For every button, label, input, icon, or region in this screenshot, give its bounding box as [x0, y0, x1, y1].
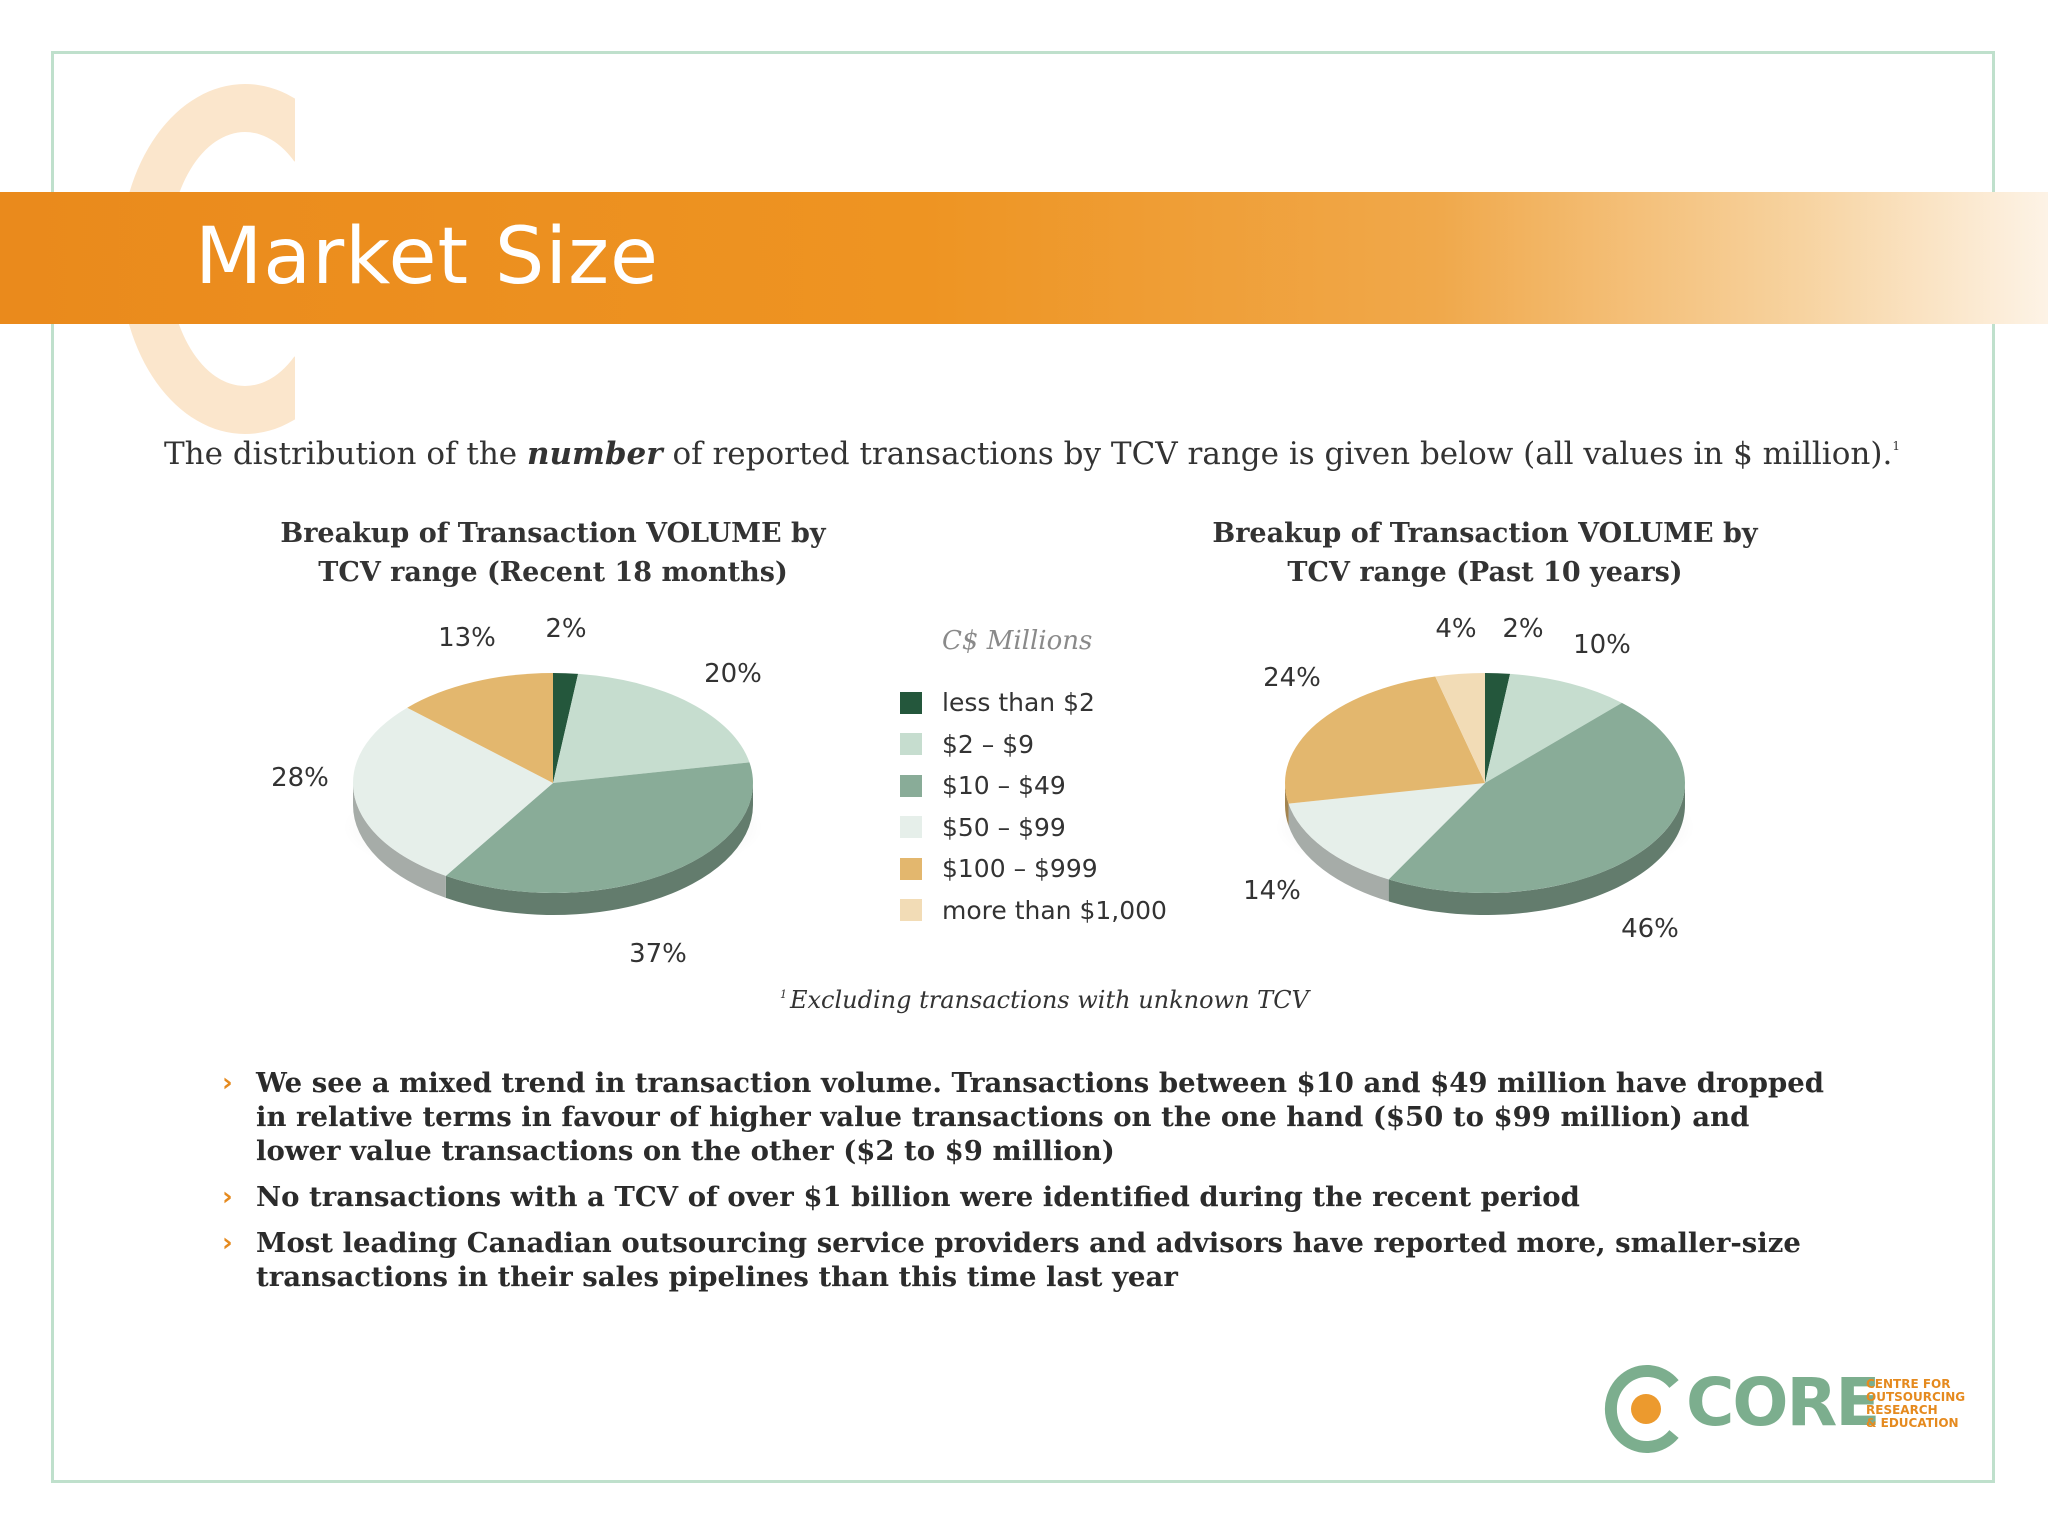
legend-swatch	[900, 691, 922, 714]
pie-slice-side	[1288, 803, 1389, 902]
pie-slice	[1388, 702, 1685, 893]
pie-data-label: 46%	[1621, 914, 1679, 944]
pie-slice	[1485, 673, 1622, 783]
pie-slice	[445, 762, 753, 894]
chart-title-past: Breakup of Transaction VOLUME by TCV ran…	[1185, 514, 1785, 592]
title-banner	[0, 192, 2048, 324]
legend: less than $2 $2 – $9 $10 – $49 $50 – $99…	[900, 682, 1167, 931]
legend-label: $10 – $49	[942, 771, 1066, 801]
bullet-text: No transactions with a TCV of over $1 bi…	[256, 1181, 1580, 1213]
legend-title: C$ Millions	[942, 626, 1093, 656]
logo-sub-line: OUTSOURCING	[1866, 1390, 1966, 1404]
legend-swatch	[900, 857, 922, 880]
logo-sub-line: & EDUCATION	[1866, 1416, 1959, 1430]
pie-data-label: 24%	[1263, 663, 1321, 693]
logo-sub-line: CENTRE FOR	[1866, 1377, 1951, 1391]
intro-before: The distribution of the	[164, 436, 527, 472]
pie-data-label: 2%	[545, 614, 586, 644]
legend-item: $2 – $9	[900, 724, 1167, 766]
legend-label: $100 – $999	[942, 854, 1098, 884]
legend-item: less than $2	[900, 682, 1167, 724]
bullet-item: › Most leading Canadian outsourcing servi…	[222, 1226, 1842, 1294]
chart-title-recent-line2: TCV range (Recent 18 months)	[318, 557, 788, 588]
slide-frame	[51, 51, 1995, 1483]
pie-data-label: 10%	[1573, 630, 1631, 660]
pie-slice-side	[1285, 783, 1289, 826]
pie-slice	[553, 673, 579, 783]
bullet-text: Most leading Canadian outsourcing servic…	[256, 1227, 1801, 1293]
pie-data-label: 4%	[1435, 614, 1476, 644]
pie-data-label: 2%	[1502, 614, 1543, 644]
intro-after: of reported transactions by TCV range is…	[662, 436, 1893, 472]
pie-data-label: 14%	[1243, 876, 1301, 906]
intro-footnote-marker: 1	[1892, 439, 1900, 453]
pie-slice-side	[353, 783, 446, 898]
intro-emphasis: number	[526, 436, 663, 472]
chevron-right-icon: ›	[222, 1068, 233, 1098]
pie-data-label: 28%	[271, 763, 329, 793]
bullet-text: We see a mixed trend in transaction volu…	[256, 1067, 1824, 1167]
intro-text: The distribution of the number of report…	[164, 436, 1900, 472]
legend-swatch	[900, 774, 922, 797]
legend-label: more than $1,000	[942, 895, 1167, 925]
page-title: Market Size	[195, 212, 660, 302]
footnote-marker: 1	[780, 988, 787, 1001]
legend-label: less than $2	[942, 688, 1095, 718]
pie-slice-side	[445, 783, 753, 916]
legend-item: $50 – $99	[900, 807, 1167, 849]
legend-swatch	[900, 816, 922, 839]
legend-swatch	[900, 733, 922, 756]
pie-slice-side	[1388, 783, 1685, 916]
legend-label: $50 – $99	[942, 812, 1066, 842]
core-logo: CORE CENTRE FOR OUTSOURCING RESEARCH & E…	[1604, 1360, 1965, 1460]
pie-data-label: 37%	[629, 939, 687, 969]
footnote-text: Excluding transactions with unknown TCV	[790, 986, 1309, 1014]
chart-title-past-line1: Breakup of Transaction VOLUME by	[1212, 518, 1758, 549]
legend-swatch	[900, 899, 922, 922]
logo-word: CORE	[1686, 1364, 1880, 1441]
pie-data-label: 13%	[438, 623, 496, 653]
pie-slice	[1288, 783, 1485, 880]
legend-label: $2 – $9	[942, 729, 1035, 759]
pie-slice	[407, 673, 553, 783]
chevron-right-icon: ›	[222, 1228, 233, 1258]
pie-slice	[1485, 673, 1511, 783]
footnote: 1 Excluding transactions with unknown TCV	[780, 986, 1309, 1014]
legend-item: $100 – $999	[900, 848, 1167, 890]
chevron-right-icon: ›	[222, 1182, 233, 1212]
chart-title-recent-line1: Breakup of Transaction VOLUME by	[280, 518, 826, 549]
bullet-list: › We see a mixed trend in transaction vol…	[222, 1066, 1842, 1306]
chart-title-past-line2: TCV range (Past 10 years)	[1287, 557, 1683, 588]
logo-sub-line: RESEARCH	[1866, 1403, 1938, 1417]
pie-slice	[553, 673, 750, 783]
pie-slice	[1285, 676, 1485, 804]
pie-slice	[353, 707, 553, 876]
chart-title-recent: Breakup of Transaction VOLUME by TCV ran…	[253, 514, 853, 592]
bullet-item: › We see a mixed trend in transaction vol…	[222, 1066, 1842, 1168]
bullet-item: › No transactions with a TCV of over $1 b…	[222, 1180, 1842, 1214]
legend-item: $10 – $49	[900, 765, 1167, 807]
pie-slice	[1435, 673, 1485, 783]
pie-data-label: 20%	[704, 659, 762, 689]
logo-subtitle: CENTRE FOR OUTSOURCING RESEARCH & EDUCAT…	[1866, 1378, 1965, 1430]
logo-mark-icon	[1604, 1365, 1679, 1453]
legend-item: more than $1,000	[900, 890, 1167, 932]
